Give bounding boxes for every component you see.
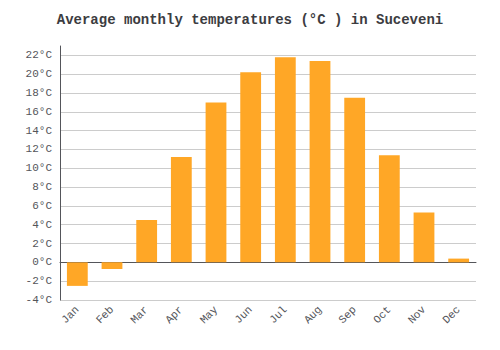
svg-text:12°C: 12°C <box>26 143 53 155</box>
svg-text:Sep: Sep <box>336 304 358 326</box>
svg-text:22°C: 22°C <box>26 49 53 61</box>
svg-text:4°C: 4°C <box>32 219 52 231</box>
svg-text:14°C: 14°C <box>26 125 53 137</box>
svg-text:18°C: 18°C <box>26 87 53 99</box>
svg-text:Jun: Jun <box>232 304 254 326</box>
svg-text:10°C: 10°C <box>26 162 53 174</box>
svg-text:May: May <box>198 303 221 326</box>
svg-text:0°C: 0°C <box>32 256 52 268</box>
svg-text:-4°C: -4°C <box>26 294 53 306</box>
svg-text:Dec: Dec <box>440 304 462 326</box>
svg-text:-2°C: -2°C <box>26 275 53 287</box>
svg-text:16°C: 16°C <box>26 106 53 118</box>
svg-text:8°C: 8°C <box>32 181 52 193</box>
svg-text:Average monthly temperatures (: Average monthly temperatures (°C ) in Su… <box>57 12 443 28</box>
svg-text:20°C: 20°C <box>26 68 53 80</box>
svg-text:Oct: Oct <box>371 304 393 326</box>
svg-text:2°C: 2°C <box>32 238 52 250</box>
svg-text:6°C: 6°C <box>32 200 52 212</box>
svg-text:Mar: Mar <box>128 304 150 326</box>
svg-text:Jul: Jul <box>267 304 289 326</box>
svg-text:Jan: Jan <box>59 304 81 326</box>
svg-text:Feb: Feb <box>94 304 116 326</box>
svg-text:Apr: Apr <box>163 304 185 326</box>
svg-text:Aug: Aug <box>302 304 324 326</box>
svg-text:Nov: Nov <box>406 303 429 326</box>
